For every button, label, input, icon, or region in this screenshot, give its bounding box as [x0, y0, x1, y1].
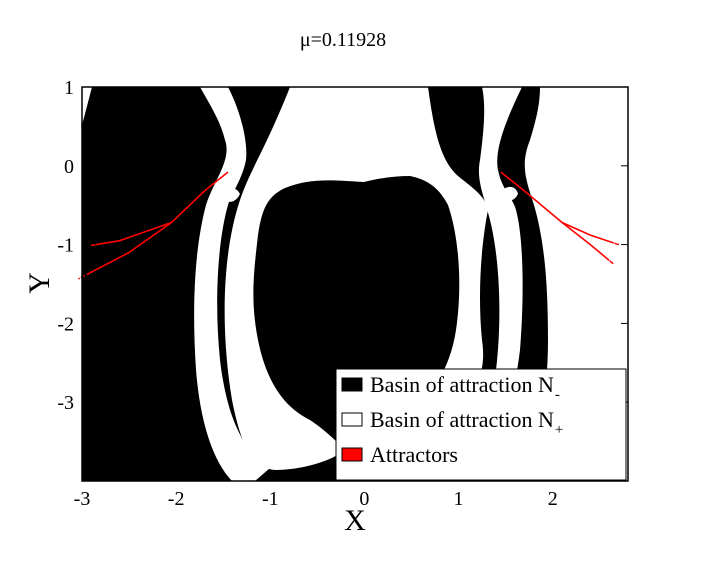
legend-sub-basin-plus: +	[555, 422, 563, 438]
x-tick-label: 1	[454, 488, 464, 510]
attractor-point	[93, 243, 96, 246]
y-axis-label: Y	[23, 272, 56, 294]
y-tick-label: 1	[64, 77, 74, 99]
attractor-point	[90, 244, 93, 247]
legend-item-attractors: Attractors	[341, 442, 458, 467]
x-tick-label: -3	[74, 488, 91, 510]
legend-item-basin-plus: Basin of attraction N+	[341, 407, 563, 438]
attractor-point	[611, 262, 614, 265]
y-tick-label: 0	[64, 156, 74, 178]
basin-plus-central	[224, 87, 364, 470]
legend-swatch-basin-plus	[341, 412, 363, 427]
y-tick-label: -1	[57, 235, 74, 257]
chart-title: μ=0.11928	[300, 29, 386, 51]
attractor-point	[78, 277, 80, 280]
attractor-point	[92, 244, 95, 246]
y-tick-label: -3	[57, 392, 74, 414]
legend-label-basin-plus: Basin of attraction N	[370, 407, 554, 432]
y-tick-label: -2	[57, 313, 74, 335]
svg-text:Basin of attraction N-: Basin of attraction N-	[370, 372, 560, 403]
attractor-point	[615, 243, 618, 245]
x-tick-label: 2	[548, 488, 558, 510]
x-tick-label: -2	[168, 488, 185, 510]
basin-plus-left-band	[194, 87, 270, 481]
legend-box	[335, 368, 627, 481]
attractor-point	[614, 242, 617, 245]
basin-plus-right-notch	[500, 186, 518, 201]
legend-swatch-attractors	[341, 447, 363, 462]
x-axis-ticks: -3 -2 -1 0 1 2	[74, 474, 558, 510]
basin-plus-far-left	[82, 87, 92, 125]
legend: Basin of attraction N- Basin of attracti…	[335, 368, 627, 481]
legend-label-attractors: Attractors	[370, 442, 458, 467]
x-tick-label: 0	[359, 488, 369, 510]
plot-frame	[81, 86, 629, 482]
y-axis-ticks: 1 0 -1 -2 -3	[57, 77, 628, 414]
legend-item-basin-minus: Basin of attraction N-	[341, 372, 560, 403]
x-axis-label: X	[344, 504, 366, 537]
legend-sub-basin-minus: -	[555, 387, 560, 403]
attractor-left-branch-lower	[86, 221, 172, 276]
attractor-curves	[78, 171, 620, 280]
attractor-point	[617, 243, 620, 246]
svg-text:Basin of attraction N+: Basin of attraction N+	[370, 407, 563, 438]
basin-plus-left-notch	[220, 188, 240, 202]
legend-label-basin-minus: Basin of attraction N	[370, 372, 554, 397]
attractor-right-branch-lower	[561, 221, 610, 261]
attractor-point	[83, 274, 86, 277]
x-tick-label: -1	[262, 488, 279, 510]
legend-swatch-basin-minus	[341, 377, 363, 392]
